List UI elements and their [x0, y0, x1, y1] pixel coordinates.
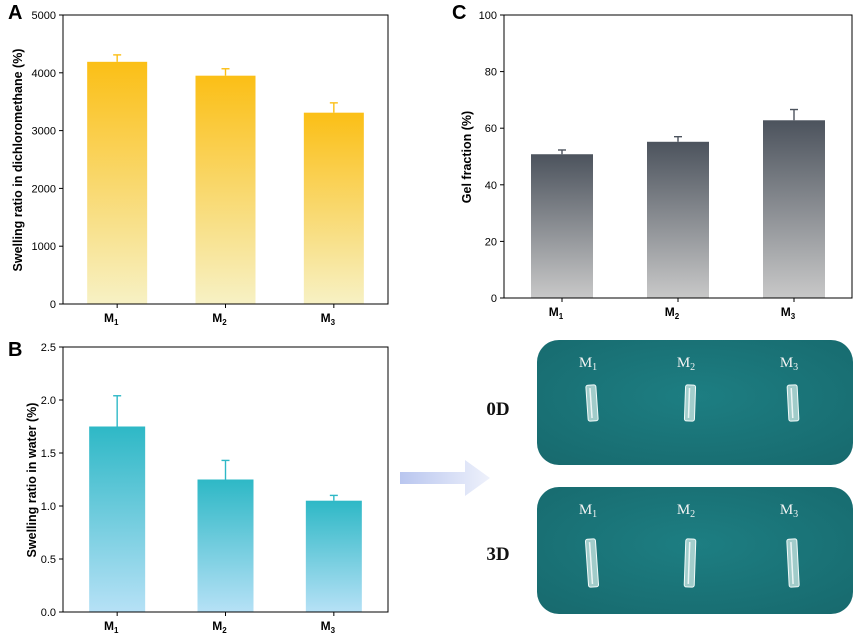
chart-b-ytick-label: 1.0	[41, 501, 56, 513]
panel-label-b: B	[8, 339, 22, 361]
chart-b-y-axis-label: Swelling ratio in water (%)	[25, 403, 39, 558]
chart-c-axes-frame	[503, 14, 853, 299]
chart-b-category-label-2: M2	[212, 619, 227, 633]
panel-label-a: A	[8, 2, 22, 24]
chart-c-ytick-label: 40	[485, 180, 497, 192]
chart-c-ytick-label: 100	[479, 10, 497, 22]
chart-c-ytick-label: 80	[485, 67, 497, 79]
chart-a-error-bar-1	[113, 54, 122, 62]
hydrogel-sample-2	[683, 384, 697, 422]
chart-b-ytick-label: 1.5	[41, 448, 56, 460]
chart-a-error-bar-2	[221, 68, 230, 76]
chart-b-category-label-1: M1	[104, 619, 119, 633]
chart-c-bar-2	[647, 141, 709, 298]
day-label-3d: 3D	[486, 544, 509, 565]
chart-b-bar-1	[89, 426, 146, 612]
hydrogel-sample-3	[786, 538, 800, 588]
chart-c-ytick-label: 20	[485, 236, 497, 248]
chart-b-axes-frame	[62, 346, 389, 613]
chart-c-ytick-label: 60	[485, 123, 497, 135]
chart-b-category-label-3: M3	[321, 619, 336, 633]
chart-a-bar-2	[195, 75, 256, 304]
chart-c-category-label-2: M2	[665, 305, 680, 321]
chart-b-ytick-label: 2.5	[41, 342, 56, 354]
chart-a-error-bar-3	[329, 102, 338, 113]
chart-a-ytick-label: 3000	[32, 126, 56, 138]
right-arrow	[400, 460, 490, 496]
chart-b-bar-2	[197, 479, 254, 612]
chart-c-error-bar-1	[558, 149, 566, 155]
chart-a-ytick-label: 0	[50, 299, 56, 311]
chart-c-category-label-3: M3	[781, 305, 796, 321]
chart-a-bar-1	[87, 61, 148, 305]
chart-c-error-bar-2	[674, 135, 682, 142]
chart-c-bar-3	[763, 120, 825, 298]
chart-a-y-axis-label: Swelling ratio in dichloromethane (%)	[11, 49, 25, 272]
chart-a-category-label-1: M1	[104, 311, 119, 327]
chart-a-category-label-3: M3	[321, 311, 336, 327]
chart-b-bar-3	[305, 500, 362, 612]
chart-a-ytick-label: 2000	[32, 183, 56, 195]
chart-a-category-label-2: M2	[212, 311, 227, 327]
hydrogel-sample-1	[584, 538, 600, 588]
photo-3d: M1 M2 M3	[537, 487, 853, 614]
chart-c-y-axis-label: Gel fraction (%)	[460, 111, 474, 203]
chart-c-gel-fraction: M1 M2 M3 0 20 40 60 80 100 Gel fraction (%)	[460, 10, 853, 321]
chart-b-ytick-label: 0.5	[41, 554, 56, 566]
chart-b-error-bar-3	[329, 494, 338, 501]
sample-photos: M1 M2 M3 0D M1 M2 M3 3D	[486, 340, 853, 614]
chart-c-error-bar-3	[790, 108, 798, 121]
chart-b-error-bar-1	[113, 395, 122, 427]
chart-b-ytick-label: 0.0	[41, 607, 56, 619]
chart-a-bar-3	[303, 112, 364, 304]
chart-b-swelling-water: M1 M2 M3 0.0 0.5 1.0 1.5 2.0 2.5 Swelling ratio i…	[25, 342, 389, 633]
chart-a-axes-frame	[62, 14, 389, 305]
hydrogel-sample-1	[585, 384, 599, 422]
panel-label-c: C	[452, 2, 466, 24]
photo-0d: M1 M2 M3	[537, 340, 853, 465]
chart-a-ytick-label: 4000	[32, 68, 56, 80]
chart-a-swelling-dichloromethane: M1 M2 M3 0 1000 2000 3000 4000 5000 Swelling rati…	[11, 10, 389, 327]
day-label-0d: 0D	[486, 399, 509, 420]
chart-a-ytick-label: 1000	[32, 241, 56, 253]
chart-c-ytick-label: 0	[491, 293, 497, 305]
chart-c-category-label-1: M1	[549, 305, 564, 321]
hydrogel-sample-2	[683, 538, 697, 588]
chart-c-bar-1	[531, 154, 593, 298]
hydrogel-sample-3	[786, 384, 800, 422]
chart-b-ytick-label: 2.0	[41, 395, 56, 407]
chart-b-error-bar-2	[221, 459, 230, 480]
chart-a-ytick-label: 5000	[32, 10, 56, 22]
